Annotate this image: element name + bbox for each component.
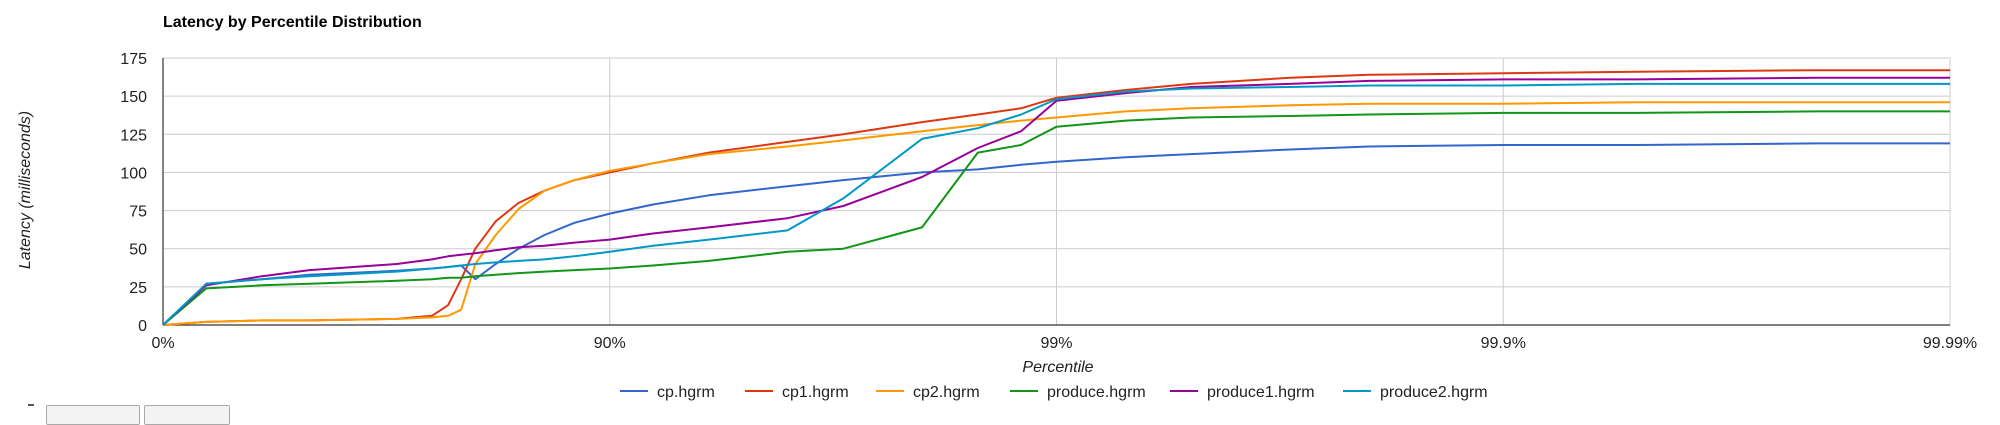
legend-label-4: produce1.hgrm: [1207, 384, 1315, 401]
legend-item-1[interactable]: cp1.hgrm: [745, 384, 849, 401]
legend-label-1: cp1.hgrm: [782, 384, 849, 401]
y-tick-label-0: 0: [138, 318, 147, 335]
y-tick-label-1: 25: [129, 280, 147, 297]
y-tick-label-4: 100: [120, 165, 147, 182]
y-tick-label-3: 75: [129, 204, 147, 221]
legend-item-2[interactable]: cp2.hgrm: [876, 384, 980, 401]
series-line-2: [162, 101, 1950, 326]
y-tick-label-6: 150: [120, 89, 147, 106]
y-axis-title: Latency (milliseconds): [17, 111, 34, 269]
legend: cp.hgrm cp1.hgrm cp2.hgrm produce.hgrm produ…: [620, 384, 1488, 401]
latency-chart: Latency by Percentile Distribution 0 25 50…: [17, 14, 1977, 425]
y-tick-label-5: 125: [120, 127, 147, 144]
tick-labels: 0 25 50 75 100 125 150 175 0% 90% 99% 99.9% 99.99%: [120, 51, 1977, 352]
y-tick-label-2: 50: [129, 242, 147, 259]
x-tick-label-4: 99.99%: [1923, 335, 1977, 352]
x-axis-title: Percentile: [1022, 359, 1093, 376]
legend-item-0[interactable]: cp.hgrm: [620, 384, 715, 401]
x-tick-label-0: 0%: [151, 335, 174, 352]
legend-label-3: produce.hgrm: [1047, 384, 1146, 401]
page-control-mark: [28, 404, 34, 406]
legend-label-2: cp2.hgrm: [913, 384, 980, 401]
legend-label-5: produce2.hgrm: [1380, 384, 1488, 401]
series-line-5: [162, 82, 1950, 326]
legend-label-0: cp.hgrm: [657, 384, 715, 401]
y-tick-label-7: 175: [120, 51, 147, 68]
series-lines: [162, 69, 1950, 326]
chart-title: Latency by Percentile Distribution: [163, 14, 422, 31]
legend-item-5[interactable]: produce2.hgrm: [1343, 384, 1488, 401]
series-line-3: [162, 110, 1950, 326]
legend-item-3[interactable]: produce.hgrm: [1010, 384, 1146, 401]
chart-svg: Latency by Percentile Distribution 0 25 50…: [17, 14, 1977, 401]
axes: [162, 58, 1950, 326]
x-tick-label-3: 99.9%: [1481, 335, 1526, 352]
bottom-button-1[interactable]: [46, 405, 140, 425]
x-tick-label-1: 90%: [594, 335, 626, 352]
legend-item-4[interactable]: produce1.hgrm: [1170, 384, 1315, 401]
bottom-button-2[interactable]: [144, 405, 230, 425]
series-line-4: [162, 76, 1950, 326]
x-tick-label-2: 99%: [1040, 335, 1072, 352]
